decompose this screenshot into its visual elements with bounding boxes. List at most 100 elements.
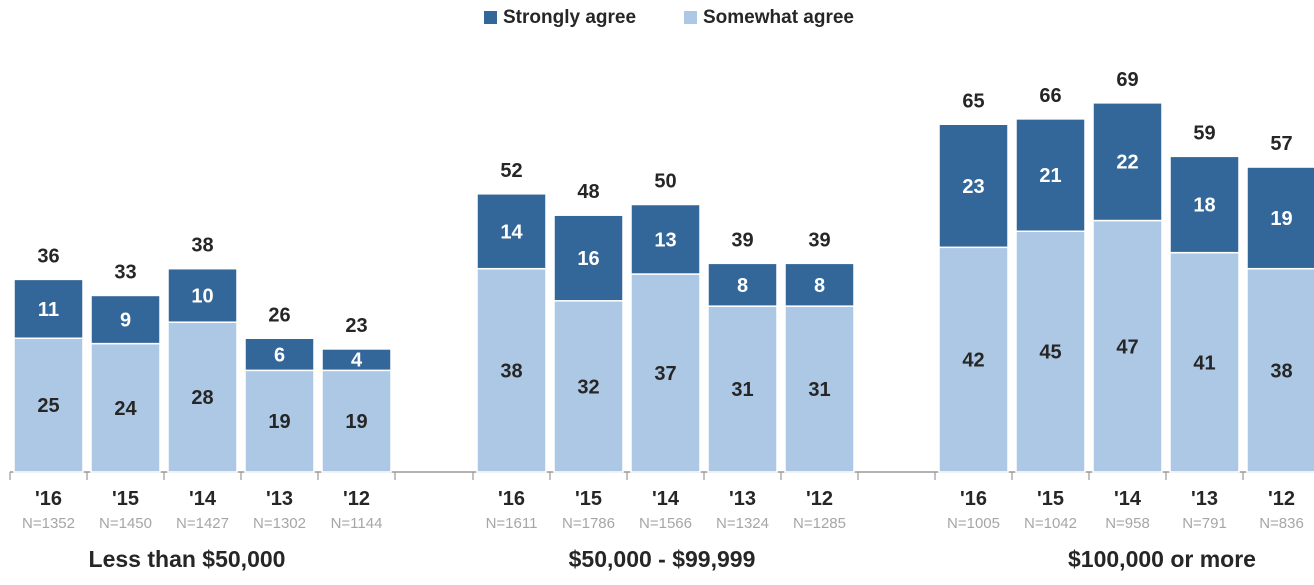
data-label-strongly-agree: 6: [274, 344, 285, 366]
data-label-total: 69: [1116, 69, 1138, 91]
x-tick-label-year: '15: [1037, 488, 1064, 510]
bar-segment-strongly-agree: [90, 294, 161, 345]
bar-segment-strongly-agree: [476, 193, 547, 270]
data-label-total: 38: [191, 235, 213, 257]
data-label-total: 52: [500, 160, 522, 182]
bar-segment-somewhat-agree: [244, 369, 315, 473]
data-label-somewhat-agree: 47: [1116, 336, 1138, 358]
x-tick-label-year: '12: [806, 488, 833, 510]
x-tick-label-year: '16: [498, 488, 525, 510]
group-label: $100,000 or more: [1068, 546, 1256, 572]
data-label-somewhat-agree: 45: [1039, 342, 1061, 364]
legend-swatch-somewhat-agree: [684, 11, 697, 24]
data-label-somewhat-agree: 37: [654, 363, 676, 385]
sample-size-label: N=791: [1182, 515, 1227, 532]
data-label-strongly-agree: 16: [577, 248, 599, 270]
bar-segment-somewhat-agree: [630, 273, 701, 473]
data-label-strongly-agree: 13: [654, 229, 676, 251]
legend: Strongly agree Somewhat agree: [484, 7, 854, 28]
bar-segment-somewhat-agree: [1246, 267, 1314, 473]
x-tick-label-year: '16: [35, 488, 62, 510]
data-label-total: 66: [1039, 85, 1061, 107]
plot-area: 25 11 36 '16 N=1352 24 9 33 '15 N=1450 28 10 38 '14 N=…: [9, 69, 1314, 572]
data-label-somewhat-agree: 24: [114, 398, 137, 420]
data-label-somewhat-agree: 41: [1193, 352, 1215, 374]
bar-segment-strongly-agree: [321, 348, 392, 372]
data-label-strongly-agree: 10: [191, 285, 213, 307]
data-label-somewhat-agree: 28: [191, 387, 213, 409]
bar-segment-strongly-agree: [244, 337, 315, 372]
data-label-strongly-agree: 14: [500, 221, 523, 243]
data-label-total: 39: [808, 229, 830, 251]
bar-segment-strongly-agree: [1015, 118, 1086, 232]
data-label-total: 39: [731, 229, 753, 251]
data-label-total: 48: [577, 181, 599, 203]
sample-size-label: N=1324: [716, 515, 769, 532]
x-tick-label-year: '14: [652, 488, 680, 510]
x-tick-label-year: '15: [575, 488, 602, 510]
x-tick-label-year: '14: [1114, 488, 1142, 510]
bar-segment-somewhat-agree: [476, 267, 547, 473]
bar-segment-somewhat-agree: [167, 321, 238, 473]
bar-segment-somewhat-agree: [938, 246, 1009, 473]
x-tick-label-year: '13: [729, 488, 756, 510]
sample-size-label: N=1611: [486, 515, 538, 532]
bar-segment-somewhat-agree: [1169, 251, 1240, 473]
bar-segment-strongly-agree: [167, 267, 238, 323]
bar-segment-strongly-agree: [784, 262, 855, 307]
bar-segment-somewhat-agree: [321, 369, 392, 473]
x-tick-label-year: '13: [266, 488, 293, 510]
bar-segment-strongly-agree: [630, 203, 701, 275]
sample-size-label: N=1005: [947, 515, 1000, 532]
data-label-strongly-agree: 23: [962, 176, 984, 198]
bar-segment-somewhat-agree: [1092, 219, 1163, 473]
data-label-somewhat-agree: 42: [962, 350, 984, 372]
sample-size-label: N=836: [1259, 515, 1304, 532]
data-label-strongly-agree: 9: [120, 310, 131, 332]
data-label-strongly-agree: 4: [351, 350, 363, 372]
bar-segment-strongly-agree: [1169, 155, 1240, 254]
data-label-somewhat-agree: 19: [268, 411, 290, 433]
data-label-total: 33: [114, 261, 136, 283]
bar-segment-somewhat-agree: [784, 305, 855, 473]
sample-size-label: N=1302: [253, 515, 306, 532]
data-label-strongly-agree: 8: [737, 275, 748, 297]
x-tick-label-year: '12: [1268, 488, 1295, 510]
bar-segment-strongly-agree: [1246, 166, 1314, 270]
bar-segment-somewhat-agree: [1015, 230, 1086, 473]
x-tick-label-year: '15: [112, 488, 139, 510]
x-tick-label-year: '13: [1191, 488, 1218, 510]
data-label-strongly-agree: 18: [1193, 195, 1215, 217]
bar-segment-somewhat-agree: [707, 305, 778, 473]
legend-label-strongly-agree: Strongly agree: [503, 7, 636, 28]
bar-segment-strongly-agree: [1092, 102, 1163, 222]
x-tick-label-year: '16: [960, 488, 987, 510]
group-label: Less than $50,000: [89, 546, 286, 572]
data-label-total: 36: [37, 245, 59, 267]
data-label-somewhat-agree: 38: [1270, 360, 1292, 382]
data-label-somewhat-agree: 32: [577, 376, 599, 398]
sample-size-label: N=1352: [22, 515, 75, 532]
data-label-somewhat-agree: 19: [345, 411, 367, 433]
sample-size-label: N=958: [1105, 515, 1150, 532]
group-label: $50,000 - $99,999: [569, 546, 756, 572]
sample-size-label: N=1144: [331, 515, 383, 532]
data-label-strongly-agree: 8: [814, 275, 825, 297]
sample-size-label: N=1042: [1024, 515, 1077, 532]
sample-size-label: N=1450: [99, 515, 152, 532]
sample-size-label: N=1285: [793, 515, 846, 532]
data-label-strongly-agree: 11: [38, 299, 59, 321]
data-label-strongly-agree: 22: [1116, 152, 1138, 174]
data-label-somewhat-agree: 38: [500, 360, 522, 382]
data-label-strongly-agree: 21: [1039, 165, 1061, 187]
data-label-total: 23: [345, 315, 367, 337]
data-label-total: 65: [962, 90, 984, 112]
x-tick-label-year: '12: [343, 488, 370, 510]
sample-size-label: N=1566: [639, 515, 692, 532]
data-label-somewhat-agree: 31: [808, 379, 830, 401]
x-tick-label-year: '14: [189, 488, 217, 510]
bar-segment-strongly-agree: [707, 262, 778, 307]
data-label-total: 59: [1193, 122, 1215, 144]
data-label-strongly-agree: 19: [1270, 208, 1292, 230]
